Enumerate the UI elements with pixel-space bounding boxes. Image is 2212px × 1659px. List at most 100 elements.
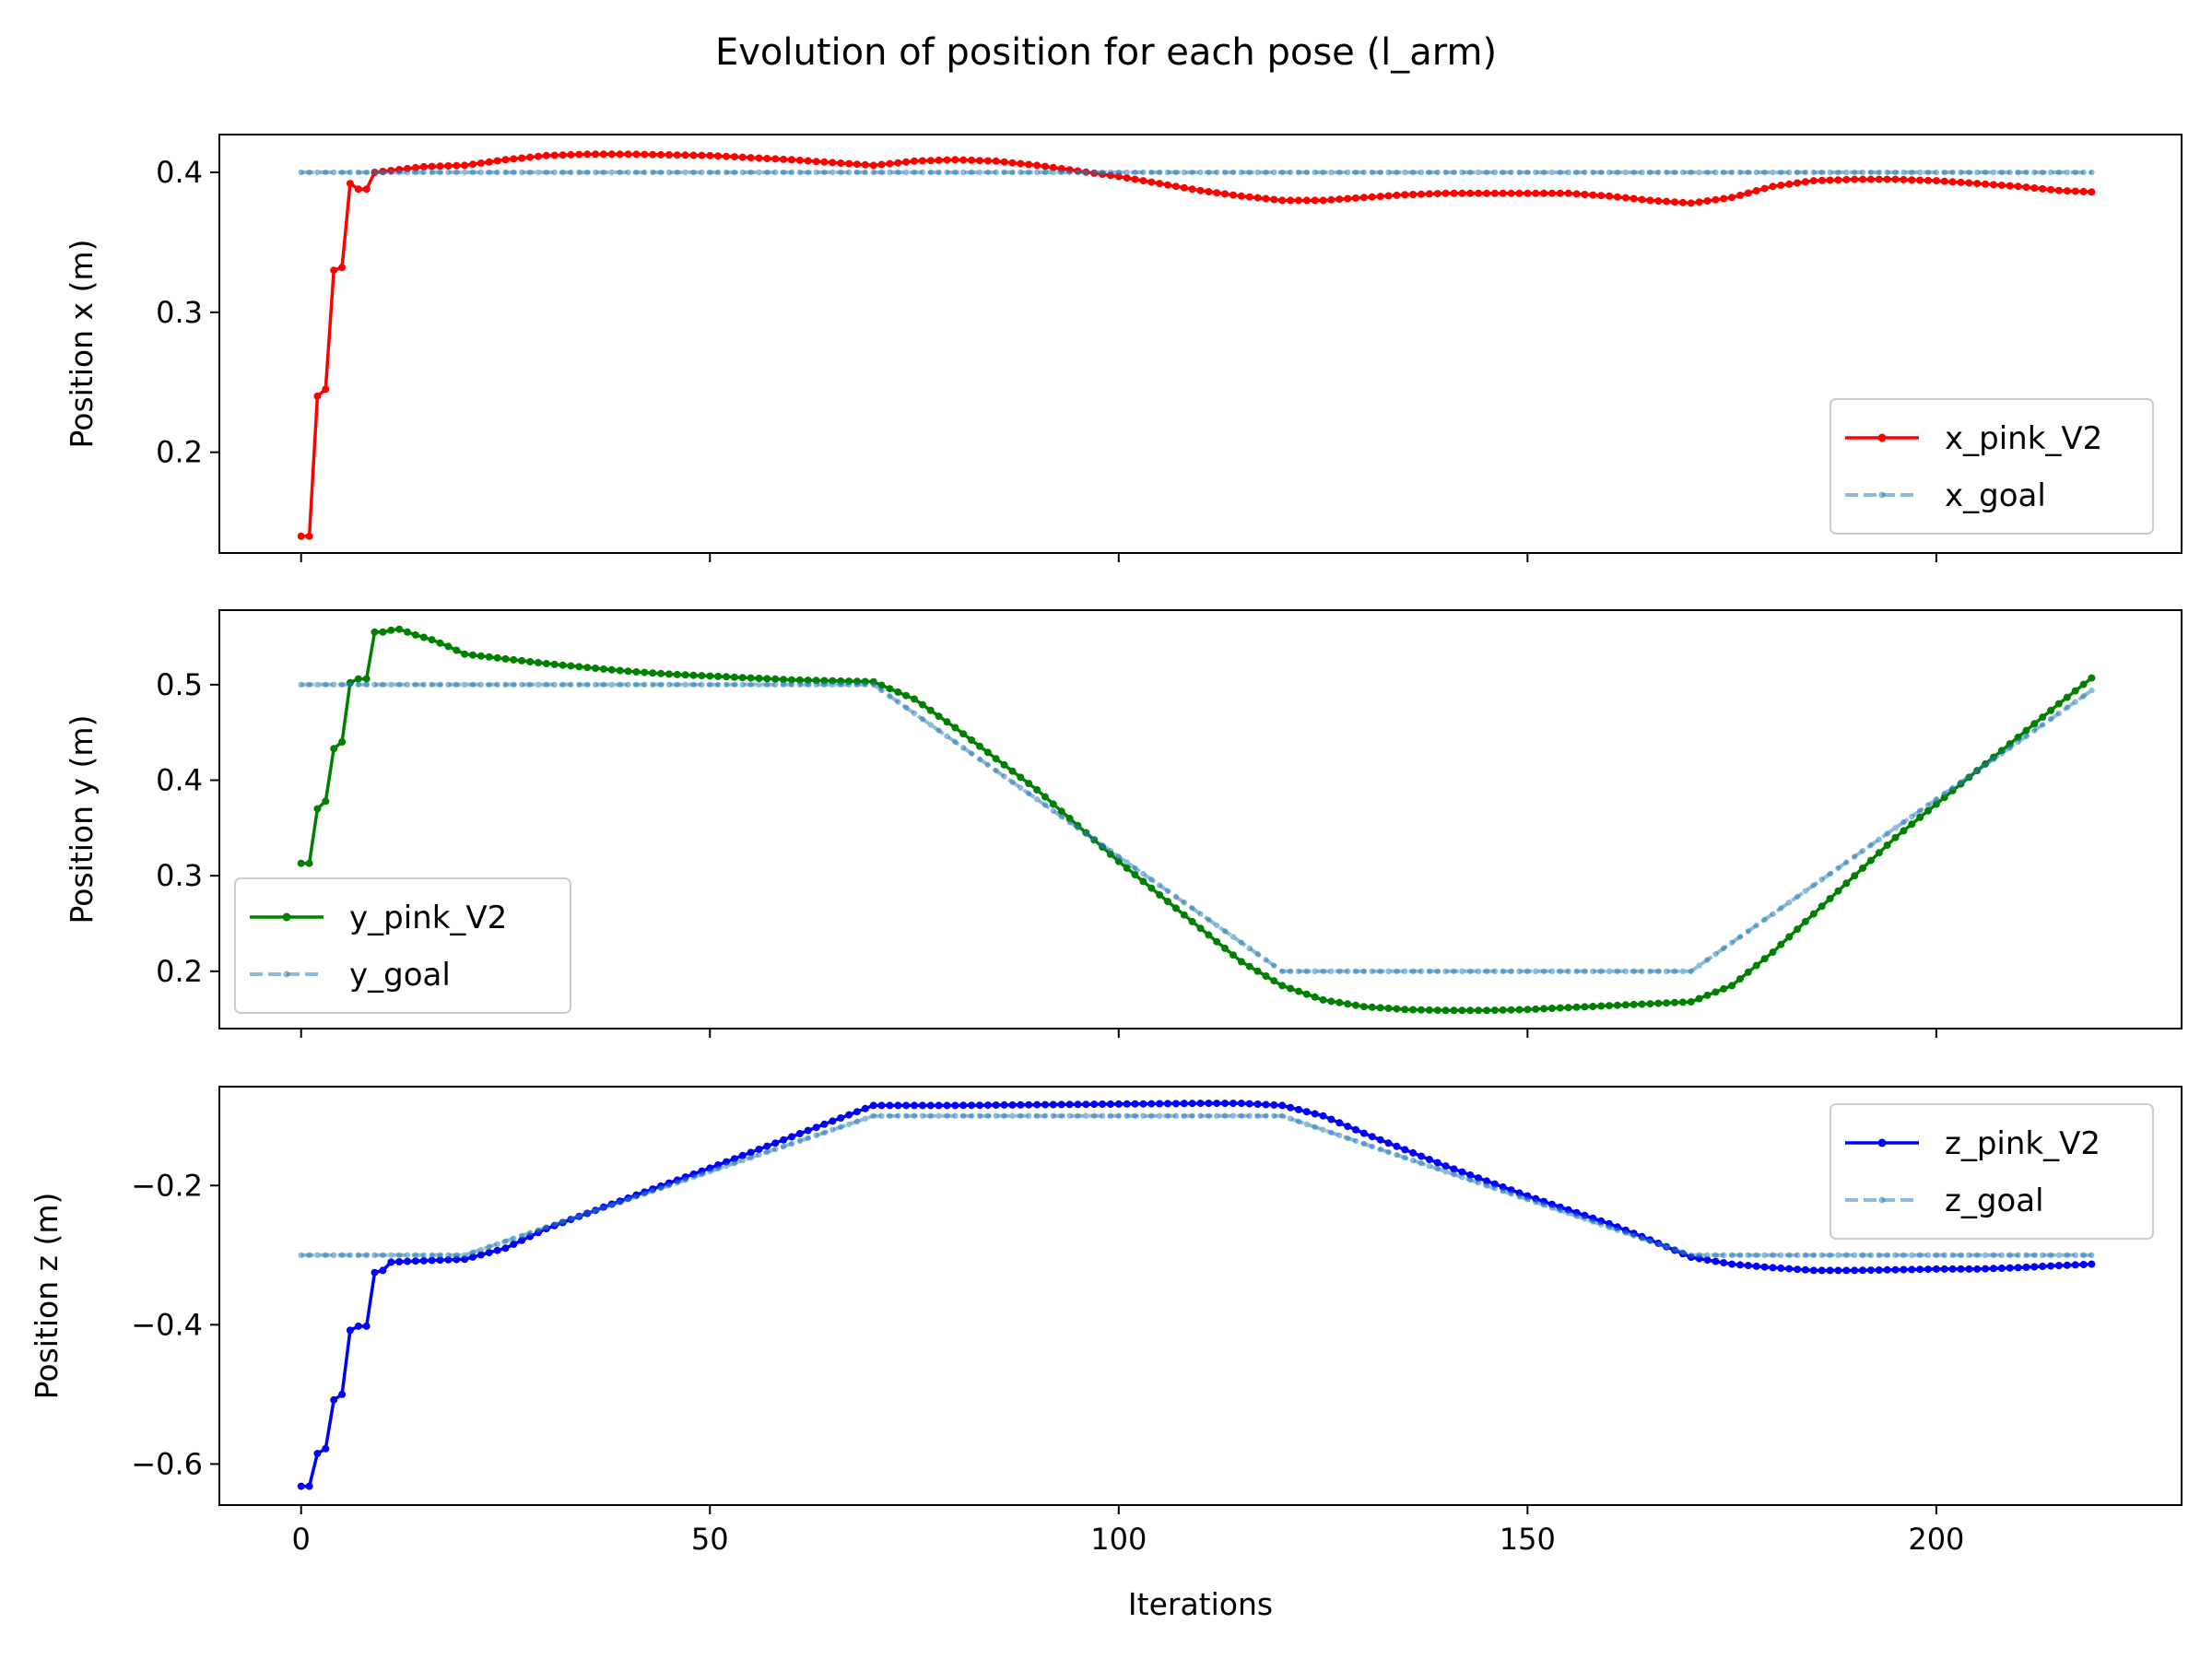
data-point (1564, 189, 1572, 197)
data-point (2039, 713, 2047, 722)
data-point (1547, 1005, 1556, 1012)
data-point (1761, 916, 1768, 923)
data-point (772, 1146, 779, 1153)
data-point (1467, 1177, 1474, 1183)
data-point (1425, 1156, 1433, 1163)
data-point (1099, 1100, 1107, 1108)
data-point (1941, 1252, 1947, 1259)
data-point (862, 1115, 868, 1122)
data-point (1533, 1199, 1539, 1206)
data-point (453, 1255, 461, 1264)
data-point (853, 1118, 861, 1125)
data-point (1679, 169, 1687, 176)
series-y_goal (298, 681, 2095, 975)
data-point (1295, 968, 1302, 975)
data-point (2071, 1261, 2079, 1269)
axes-frame (218, 1086, 2183, 1506)
data-point (379, 628, 387, 636)
data-point (1990, 169, 1997, 176)
data-point (1033, 796, 1041, 803)
data-point (1703, 991, 1712, 999)
data-point (1834, 176, 1842, 184)
data-point (1834, 1266, 1842, 1275)
data-point (1958, 779, 1964, 785)
data-point (1499, 189, 1507, 197)
data-point (607, 665, 616, 674)
data-point (1703, 197, 1712, 205)
data-point (1998, 1252, 2005, 1259)
data-point (1426, 169, 1433, 176)
data-point (771, 1139, 780, 1147)
data-point (486, 169, 492, 176)
data-point (902, 169, 910, 176)
data-point (599, 150, 607, 159)
data-point (1148, 1112, 1155, 1119)
data-point (419, 633, 428, 641)
data-point (1826, 895, 1834, 902)
data-point (567, 150, 575, 159)
data-point (461, 169, 468, 176)
data-point (1295, 987, 1302, 995)
data-point (820, 158, 829, 166)
data-point (983, 1101, 992, 1110)
data-point (730, 153, 738, 161)
data-point (2080, 693, 2087, 700)
data-point (1973, 180, 1982, 188)
data-point (1590, 968, 1596, 975)
data-point (935, 169, 942, 176)
data-point (338, 681, 346, 688)
data-point (347, 169, 354, 176)
data-point (829, 1117, 837, 1125)
data-point (952, 738, 959, 746)
data-point (437, 681, 443, 688)
data-point (1320, 968, 1326, 975)
data-point (1287, 1103, 1295, 1112)
data-point (699, 681, 705, 688)
data-point (1041, 1112, 1049, 1119)
data-point (1099, 841, 1106, 849)
data-point (796, 681, 803, 688)
data-point (1720, 194, 1728, 203)
data-point (624, 150, 632, 159)
data-point (1271, 169, 1277, 176)
data-point (535, 169, 542, 176)
data-point (984, 761, 992, 769)
data-point (1557, 169, 1564, 176)
data-point (1687, 998, 1695, 1006)
data-point (1630, 169, 1637, 176)
data-point (1949, 1252, 1956, 1259)
data-point (1867, 1252, 1875, 1259)
data-point (918, 157, 926, 165)
data-point (1778, 1252, 1784, 1259)
data-point (649, 150, 657, 159)
data-point (853, 169, 861, 176)
data-point (1932, 177, 1940, 185)
data-point (771, 155, 780, 163)
data-point (895, 699, 901, 705)
data-point (821, 681, 828, 688)
data-point (641, 681, 648, 688)
data-point (633, 169, 640, 176)
data-point (1132, 865, 1138, 872)
data-point (322, 1444, 330, 1453)
data-point (2080, 1252, 2087, 1259)
data-point (764, 1148, 771, 1156)
data-point (1140, 1112, 1147, 1119)
data-point (518, 1236, 526, 1244)
data-point (1058, 813, 1065, 820)
data-point (1033, 169, 1041, 176)
data-point (1075, 1112, 1081, 1119)
data-point (461, 1252, 468, 1259)
data-point (1852, 169, 1858, 176)
data-point (984, 1112, 992, 1119)
data-point (1581, 191, 1589, 198)
data-point (1760, 184, 1769, 193)
data-point (780, 676, 788, 684)
data-point (1818, 176, 1826, 184)
data-point (535, 681, 542, 688)
data-point (501, 1244, 510, 1253)
data-point (1147, 1100, 1156, 1108)
data-point (2047, 185, 2055, 194)
data-point (1114, 172, 1123, 181)
data-point (1418, 1152, 1425, 1160)
